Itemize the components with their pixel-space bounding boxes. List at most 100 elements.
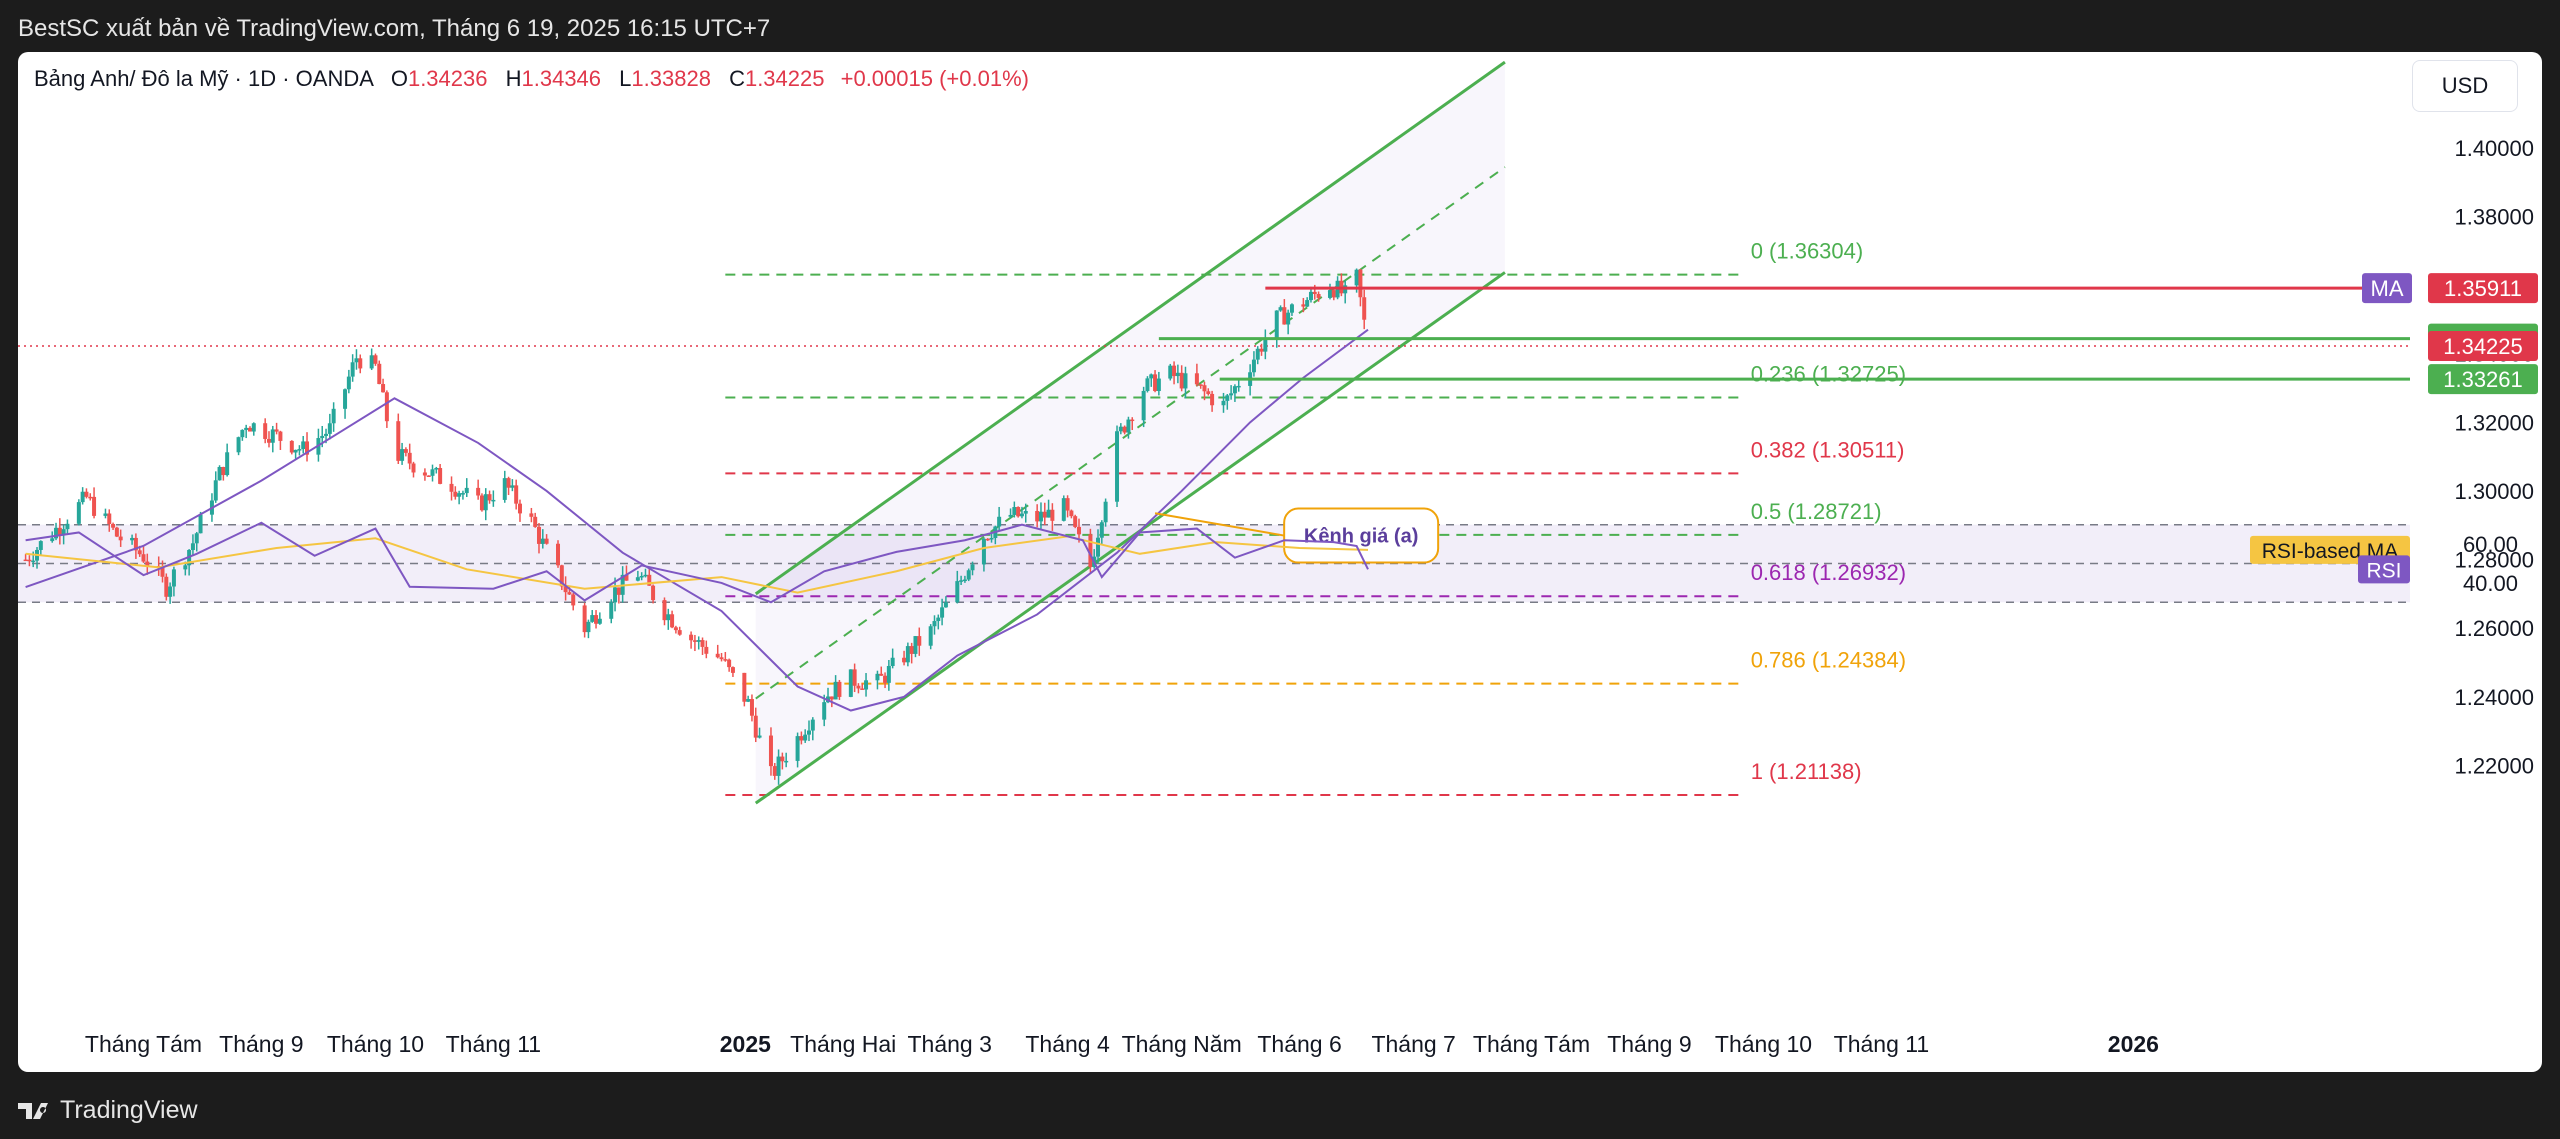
candle-body (1016, 507, 1021, 517)
candle-body (879, 673, 884, 676)
candle-body (247, 427, 252, 432)
candle-body (1019, 513, 1024, 517)
candle-body (981, 538, 986, 565)
candle-body (422, 472, 427, 476)
candle-body (426, 475, 431, 478)
candle-body (1179, 372, 1184, 389)
candle-body (556, 543, 561, 566)
time-axis-tick: Tháng Năm (1122, 1031, 1242, 1057)
candle-body (985, 538, 990, 541)
close-value: 1.34225 (744, 66, 825, 91)
candle-body (1115, 431, 1120, 502)
candle-body (1126, 419, 1131, 433)
candle-body (1206, 391, 1211, 394)
candle-body (913, 636, 918, 654)
candle-body (1103, 501, 1108, 523)
candle-body (1153, 374, 1158, 392)
candle-body (430, 469, 435, 476)
high-value: 1.34346 (521, 66, 602, 91)
candle-body (80, 491, 85, 503)
price-label-text: 1.34225 (2443, 334, 2523, 359)
candle-body (460, 493, 465, 495)
candle-body (1286, 312, 1291, 325)
fib-level-label: 0 (1.36304) (1751, 239, 1864, 264)
candle-body (662, 600, 667, 621)
candle-body (50, 538, 55, 542)
candle-body (959, 580, 964, 582)
candle-body (536, 526, 541, 544)
time-axis-tick: 2025 (720, 1031, 771, 1057)
candle-body (76, 502, 81, 524)
annotation-pointer (1154, 512, 1285, 537)
candle-body (331, 408, 336, 424)
candle-body (183, 565, 188, 570)
candle-body (1183, 373, 1188, 389)
candle-body (384, 392, 389, 422)
candle-body (457, 493, 462, 497)
chart-canvas[interactable]: 0 (1.36304) 0.236 (1.32725) 0.382 (1.30511… (18, 52, 2542, 1072)
fib-level-label: 0.382 (1.30511) (1751, 437, 1905, 462)
candle-body (88, 496, 93, 499)
candle-body (613, 587, 618, 603)
candle-body (772, 766, 777, 776)
candle-body (875, 673, 880, 681)
candle-body (692, 640, 697, 642)
currency-button[interactable]: USD (2412, 60, 2518, 112)
candle-body (696, 640, 701, 642)
candle-body (544, 538, 549, 544)
candle-body (1316, 294, 1321, 298)
candle-body (381, 384, 386, 393)
candle-body (559, 565, 564, 587)
candle-body (1122, 426, 1127, 433)
candle-body (407, 452, 412, 464)
candle-body (244, 427, 249, 430)
fib-level-label: 0.5 (1.28721) (1751, 499, 1882, 524)
candle-body (107, 513, 112, 524)
candle-body (514, 485, 519, 504)
time-axis-tick: Tháng 11 (446, 1031, 541, 1057)
candle-body (666, 614, 671, 621)
candle-body (864, 680, 869, 690)
candle-body (396, 421, 401, 461)
candle-body (377, 363, 382, 385)
candle-body (1038, 511, 1043, 522)
fib-level-label: 0.786 (1.24384) (1751, 648, 1906, 673)
channel-lower-line (754, 271, 1506, 805)
candle-body (190, 543, 195, 550)
candle-body (217, 466, 222, 481)
candle-body (567, 592, 572, 595)
candle-body (1023, 510, 1028, 514)
chart-panel[interactable]: 0 (1.36304) 0.236 (1.32725) 0.382 (1.30511… (18, 52, 2542, 1072)
candle-body (609, 602, 614, 619)
candle-body (31, 560, 36, 563)
candle-body (198, 514, 203, 534)
candle-body (822, 702, 827, 720)
candle-body (590, 615, 595, 622)
tradingview-logo[interactable]: TradingView (18, 1092, 198, 1128)
candle-body (1069, 510, 1074, 517)
candle-body (346, 376, 351, 390)
candle-body (955, 581, 960, 603)
candle-body (1232, 386, 1237, 394)
candle-body (1236, 385, 1241, 388)
candle-body (677, 630, 682, 635)
candle-body (970, 564, 975, 571)
candle-body (1327, 290, 1332, 298)
candle-body (324, 433, 329, 436)
time-axis-tick: Tháng 3 (907, 1031, 991, 1057)
candle-body (403, 449, 408, 453)
candle-body (753, 715, 758, 738)
candle-body (806, 730, 811, 735)
candle-body (274, 429, 279, 432)
candle-body (635, 577, 640, 581)
price-axis-tick: 1.40000 (2454, 136, 2534, 161)
time-axis-tick: Tháng 7 (1371, 1031, 1455, 1057)
candle-body (350, 362, 355, 377)
candle-body (1194, 373, 1199, 385)
time-axis-tick: Tháng 10 (327, 1031, 424, 1057)
candle-body (1035, 510, 1040, 522)
candle-body (529, 513, 534, 517)
candle-body (1172, 365, 1177, 377)
candle-body (1156, 378, 1161, 392)
candle-body (297, 449, 302, 451)
